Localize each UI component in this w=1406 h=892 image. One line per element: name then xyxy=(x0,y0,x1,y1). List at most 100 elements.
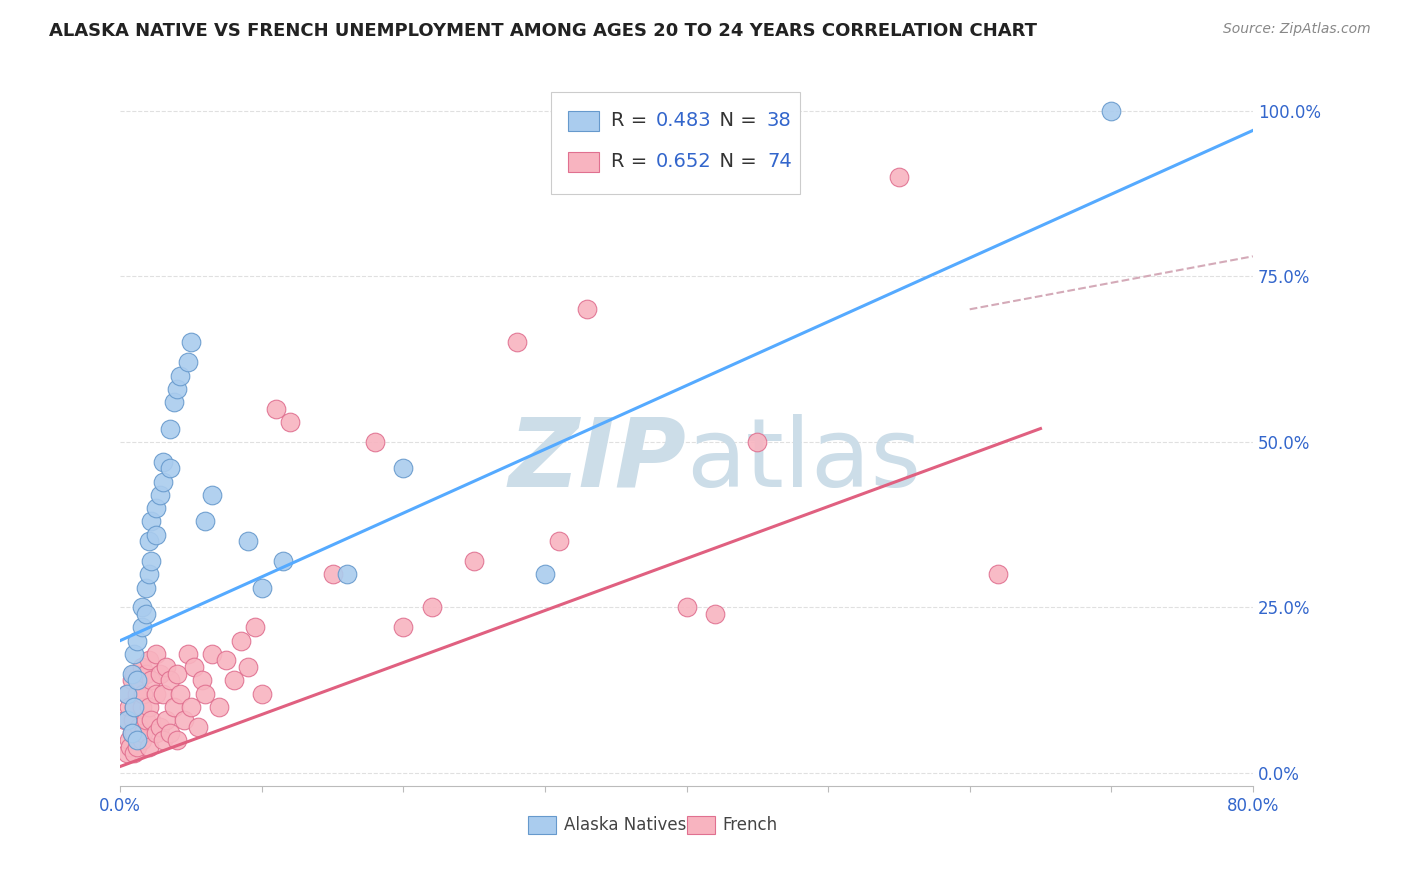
Point xyxy=(149,666,172,681)
Point xyxy=(127,687,149,701)
Point xyxy=(159,421,181,435)
Point xyxy=(208,699,231,714)
Point xyxy=(127,673,149,688)
Point xyxy=(118,733,141,747)
Point xyxy=(215,653,238,667)
Point xyxy=(128,673,150,688)
Point xyxy=(169,368,191,383)
Point xyxy=(117,687,139,701)
Text: ZIP: ZIP xyxy=(509,414,686,507)
Text: Source: ZipAtlas.com: Source: ZipAtlas.com xyxy=(1223,22,1371,37)
Point xyxy=(159,673,181,688)
Point xyxy=(152,733,174,747)
Text: R =: R = xyxy=(610,153,654,171)
Point xyxy=(149,488,172,502)
Point xyxy=(155,713,177,727)
Point xyxy=(120,739,142,754)
Point xyxy=(152,475,174,489)
Point xyxy=(145,501,167,516)
Point xyxy=(124,699,146,714)
Point xyxy=(145,687,167,701)
Text: atlas: atlas xyxy=(686,414,922,507)
Point xyxy=(534,567,557,582)
Point xyxy=(229,633,252,648)
Point xyxy=(169,687,191,701)
Point xyxy=(131,699,153,714)
Point xyxy=(118,699,141,714)
Point xyxy=(250,687,273,701)
Point xyxy=(127,733,149,747)
Point xyxy=(138,653,160,667)
Point xyxy=(163,699,186,714)
Point xyxy=(505,335,527,350)
Point xyxy=(166,382,188,396)
Point xyxy=(132,726,155,740)
Point xyxy=(222,673,245,688)
Point xyxy=(463,554,485,568)
Point xyxy=(194,514,217,528)
Point xyxy=(180,335,202,350)
Point xyxy=(159,726,181,740)
Point xyxy=(177,647,200,661)
Point xyxy=(364,434,387,449)
Point xyxy=(141,713,163,727)
Point xyxy=(124,746,146,760)
Text: Alaska Natives: Alaska Natives xyxy=(564,815,686,834)
Point xyxy=(135,607,157,621)
Point xyxy=(177,355,200,369)
Point xyxy=(152,687,174,701)
Point xyxy=(747,434,769,449)
Point xyxy=(152,455,174,469)
Point xyxy=(576,302,599,317)
Point xyxy=(138,739,160,754)
Point xyxy=(163,395,186,409)
Point xyxy=(548,534,571,549)
Point xyxy=(124,666,146,681)
Point xyxy=(121,726,143,740)
Point xyxy=(141,673,163,688)
Point xyxy=(236,534,259,549)
Point xyxy=(122,713,145,727)
Point xyxy=(117,713,139,727)
Text: N =: N = xyxy=(707,112,763,130)
Point xyxy=(131,620,153,634)
Text: French: French xyxy=(723,815,778,834)
Text: ALASKA NATIVE VS FRENCH UNEMPLOYMENT AMONG AGES 20 TO 24 YEARS CORRELATION CHART: ALASKA NATIVE VS FRENCH UNEMPLOYMENT AMO… xyxy=(49,22,1038,40)
Point xyxy=(117,746,139,760)
Point xyxy=(145,726,167,740)
Point xyxy=(180,699,202,714)
FancyBboxPatch shape xyxy=(686,816,714,834)
Point xyxy=(675,600,697,615)
Text: 0.483: 0.483 xyxy=(657,112,711,130)
Point xyxy=(194,687,217,701)
Point xyxy=(135,581,157,595)
Point xyxy=(420,600,443,615)
Point xyxy=(131,660,153,674)
Point xyxy=(392,620,415,634)
Point xyxy=(166,733,188,747)
Point xyxy=(987,567,1010,582)
Text: 38: 38 xyxy=(768,112,792,130)
Point xyxy=(166,666,188,681)
Point xyxy=(124,647,146,661)
Point xyxy=(135,713,157,727)
FancyBboxPatch shape xyxy=(551,92,800,194)
Point xyxy=(236,660,259,674)
Point xyxy=(201,488,224,502)
Point xyxy=(124,699,146,714)
Point xyxy=(127,739,149,754)
Point xyxy=(131,600,153,615)
Text: N =: N = xyxy=(707,153,763,171)
Point xyxy=(703,607,725,621)
Point xyxy=(135,666,157,681)
Point xyxy=(149,720,172,734)
Point xyxy=(121,726,143,740)
Point xyxy=(336,567,359,582)
Point xyxy=(132,687,155,701)
Point xyxy=(191,673,214,688)
Point xyxy=(121,666,143,681)
Point xyxy=(145,527,167,541)
Point xyxy=(131,733,153,747)
Point xyxy=(392,461,415,475)
Point xyxy=(121,673,143,688)
